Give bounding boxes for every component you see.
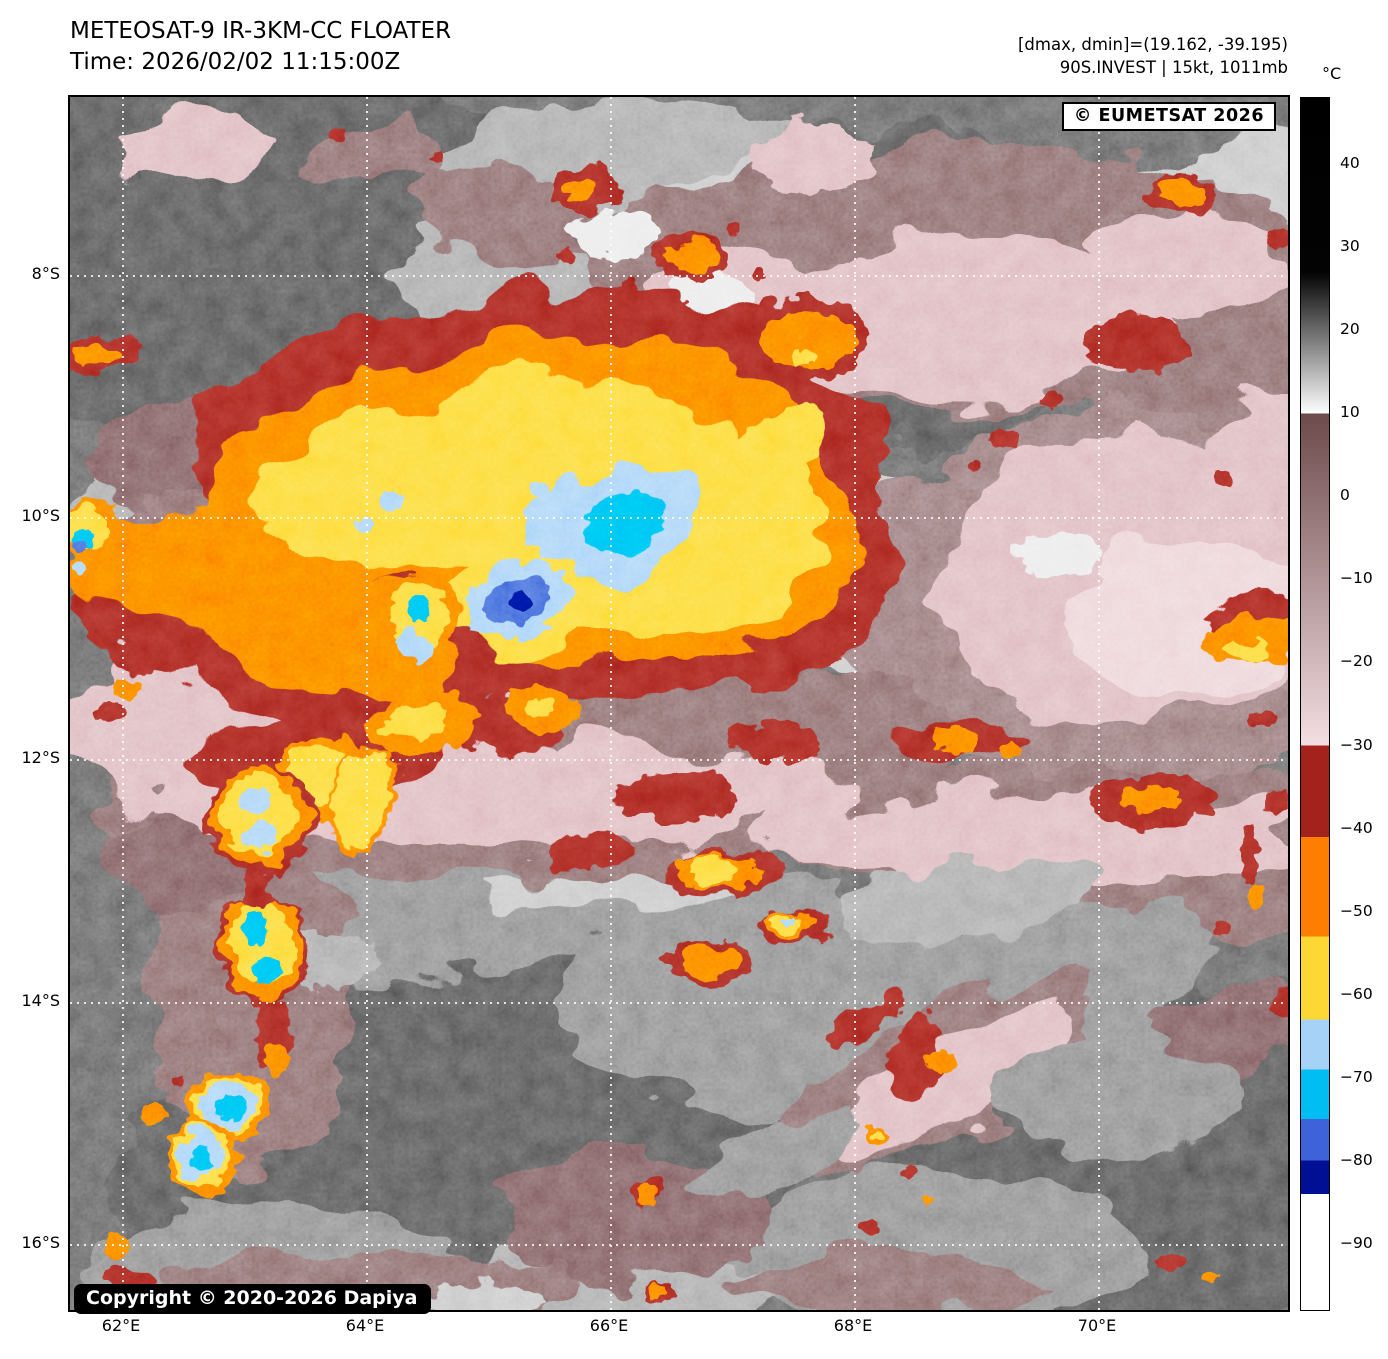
y-axis-tick-label: 14°S <box>21 991 60 1010</box>
colorbar-tick-label: 10 <box>1340 402 1360 421</box>
y-axis-tick-label: 10°S <box>21 506 60 525</box>
annotation-block: [dmax, dmin]=(19.162, -39.195) 90S.INVES… <box>1018 33 1288 79</box>
dmax-dmin-annotation: [dmax, dmin]=(19.162, -39.195) <box>1018 35 1288 54</box>
graticule <box>70 97 1288 1310</box>
x-axis-tick-label: 70°E <box>1077 1316 1117 1335</box>
colorbar-tick-label: −70 <box>1340 1068 1373 1087</box>
y-axis-tick-label: 12°S <box>21 748 60 767</box>
x-axis-tick-label: 68°E <box>833 1316 873 1335</box>
colorbar-tick-label: −10 <box>1340 569 1373 588</box>
colorbar-tick-label: −20 <box>1340 652 1373 671</box>
product-title: METEOSAT-9 IR-3KM-CC FLOATER <box>70 18 452 44</box>
colorbar-tick-label: −50 <box>1340 901 1373 920</box>
colorbar-tick-label: −30 <box>1340 735 1373 754</box>
y-axis-tick-label: 16°S <box>21 1233 60 1252</box>
title-block: METEOSAT-9 IR-3KM-CC FLOATER Time: 2026/… <box>70 16 451 78</box>
satellite-image <box>70 97 1288 1310</box>
timestamp: Time: 2026/02/02 11:15:00Z <box>70 49 401 75</box>
colorbar-tick-label: −80 <box>1340 1151 1373 1170</box>
x-axis-tick-label: 66°E <box>589 1316 629 1335</box>
colorbar <box>1300 97 1330 1311</box>
colorbar-unit: °C <box>1322 64 1342 83</box>
colorbar-tick-label: −60 <box>1340 985 1373 1004</box>
x-axis-tick-label: 64°E <box>345 1316 385 1335</box>
storm-info-annotation: 90S.INVEST | 15kt, 1011mb <box>1059 58 1288 77</box>
colorbar-tick-label: 30 <box>1340 236 1360 255</box>
texture-overlay-fine <box>70 97 1288 1310</box>
y-axis-tick-label: 8°S <box>31 264 60 283</box>
copyright-badge: Copyright © 2020-2026 Dapiya <box>74 1284 432 1314</box>
colorbar-tick-label: −40 <box>1340 818 1373 837</box>
colorbar-tick-label: 40 <box>1340 153 1360 172</box>
x-axis-tick-label: 62°E <box>101 1316 141 1335</box>
colorbar-tick-label: −90 <box>1340 1234 1373 1253</box>
colorbar-tick-label: 20 <box>1340 319 1360 338</box>
satellite-map: © EUMETSAT 2026 Copyright © 2020-2026 Da… <box>68 95 1290 1314</box>
eumetsat-badge: © EUMETSAT 2026 <box>1061 102 1276 131</box>
colorbar-tick-label: 0 <box>1340 486 1350 505</box>
